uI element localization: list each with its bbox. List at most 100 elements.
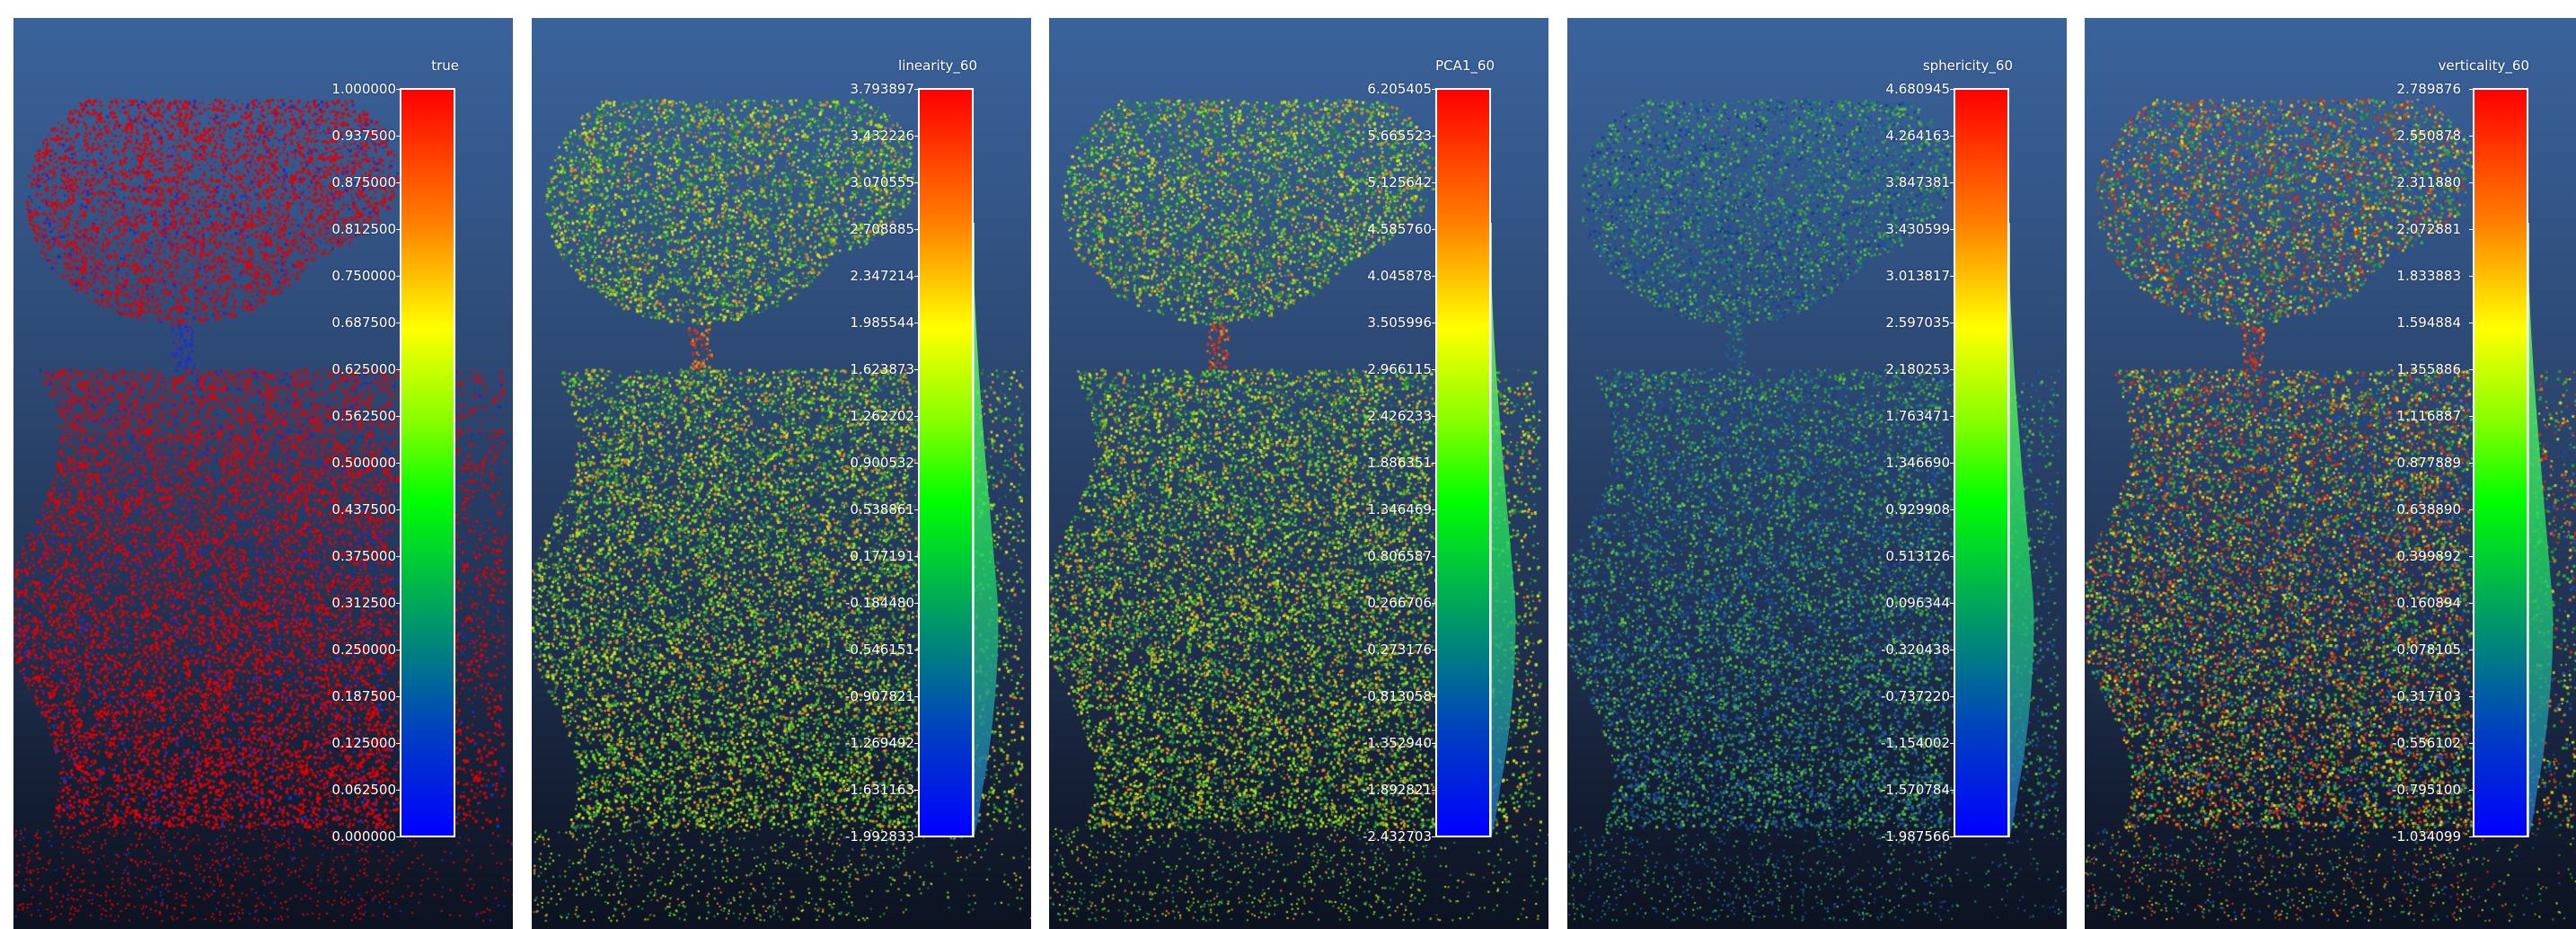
scale-tick-label: 0.929908 bbox=[1885, 502, 1950, 517]
color-scale-bar bbox=[1435, 88, 1491, 837]
histogram-overlay bbox=[2528, 88, 2564, 837]
scale-tick-mark bbox=[2469, 603, 2474, 604]
scale-tick-label: -0.317103 bbox=[2392, 689, 2461, 703]
scale-tick-mark bbox=[1950, 696, 1954, 697]
scale-tick-label: 2.347214 bbox=[850, 269, 914, 283]
scale-tick-label: -1.034099 bbox=[2392, 829, 2461, 844]
scale-tick-label: 3.432226 bbox=[850, 128, 914, 143]
scale-tick-mark bbox=[914, 790, 919, 791]
scale-tick-label: -0.273176 bbox=[1363, 642, 1432, 657]
scale-tick-mark bbox=[1950, 416, 1954, 417]
scale-tick-label: 2.311880 bbox=[2396, 175, 2461, 190]
scale-tick-label: 2.180253 bbox=[1885, 362, 1950, 376]
scale-tick-label: -1.987566 bbox=[1881, 829, 1950, 844]
scale-tick-mark bbox=[1950, 369, 1954, 370]
scale-tick-mark bbox=[1432, 136, 1436, 137]
scale-tick-label: 2.789876 bbox=[2396, 82, 2461, 96]
scale-tick-label: 1.833883 bbox=[2396, 269, 2461, 283]
scalar-field-title: verticality_60 bbox=[2439, 58, 2529, 74]
scale-tick-label: 0.937500 bbox=[331, 128, 396, 143]
scale-tick-mark bbox=[2469, 463, 2474, 464]
scale-tick-label: -1.631163 bbox=[845, 783, 914, 797]
scale-tick-mark bbox=[2469, 416, 2474, 417]
scale-tick-mark bbox=[2469, 89, 2474, 90]
scale-tick-label: 2.966115 bbox=[1367, 362, 1432, 376]
scale-tick-mark bbox=[1950, 89, 1954, 90]
scale-tick-label: 3.430599 bbox=[1885, 222, 1950, 236]
scale-tick-label: 0.187500 bbox=[331, 689, 396, 703]
scale-tick-mark bbox=[2469, 369, 2474, 370]
scale-tick-mark bbox=[1432, 229, 1436, 230]
scale-tick-label: 0.096344 bbox=[1885, 596, 1950, 610]
histogram-shape bbox=[974, 268, 998, 837]
scale-tick-mark bbox=[396, 416, 401, 417]
scale-tick-mark bbox=[2469, 696, 2474, 697]
scale-tick-label: 0.500000 bbox=[331, 456, 396, 470]
scale-tick-mark bbox=[396, 556, 401, 557]
scale-tick-label: 3.070555 bbox=[850, 175, 914, 190]
scale-tick-label: 0.875000 bbox=[331, 175, 396, 190]
scale-tick-label: 3.505996 bbox=[1367, 315, 1432, 330]
scale-tick-label: 0.538861 bbox=[850, 502, 914, 517]
scale-tick-mark bbox=[914, 89, 919, 90]
scale-tick-label: 0.160894 bbox=[2396, 596, 2461, 610]
histogram-shape bbox=[2009, 268, 2033, 837]
color-scale-bar bbox=[400, 88, 455, 837]
viewport-panel-linearity[interactable]: linearity_60 3.793897 3.432226 3.070555 2.7… bbox=[532, 18, 1031, 929]
scale-tick-label: 0.806587 bbox=[1367, 549, 1432, 563]
histogram-shape bbox=[1491, 268, 1515, 837]
scale-tick-mark bbox=[396, 276, 401, 277]
color-scale-bar bbox=[918, 88, 974, 837]
scale-tick-label: 3.793897 bbox=[850, 82, 914, 96]
histogram-shape bbox=[2528, 268, 2553, 837]
scale-tick-mark bbox=[1432, 463, 1436, 464]
scale-tick-mark bbox=[1432, 556, 1436, 557]
scale-tick-mark bbox=[1432, 603, 1436, 604]
scale-tick-mark bbox=[1432, 836, 1436, 837]
scale-tick-mark bbox=[396, 463, 401, 464]
viewport-panel-true[interactable]: true 1.000000 0.937500 0.875000 0.812500 0.7… bbox=[13, 18, 513, 929]
scale-tick-label: 4.680945 bbox=[1885, 82, 1950, 96]
viewport-panel-verticality[interactable]: verticality_60 2.789876 2.550878 2.311880 2… bbox=[2085, 18, 2576, 929]
viewport-panel-pca1[interactable]: PCA1_60 6.205405 5.665523 5.125642 4.585760… bbox=[1049, 18, 1548, 929]
scale-tick-mark bbox=[396, 696, 401, 697]
scale-tick-mark bbox=[914, 603, 919, 604]
scale-tick-label: 2.550878 bbox=[2396, 128, 2461, 143]
scale-tick-mark bbox=[914, 743, 919, 744]
scale-tick-mark bbox=[2469, 136, 2474, 137]
scale-tick-mark bbox=[1950, 743, 1954, 744]
scale-tick-label: 2.426233 bbox=[1367, 409, 1432, 423]
scale-tick-mark bbox=[2469, 790, 2474, 791]
scale-tick-mark bbox=[1950, 556, 1954, 557]
scale-tick-mark bbox=[1950, 509, 1954, 510]
viewport-panel-sphericity[interactable]: sphericity_60 4.680945 4.264163 3.847381 3.… bbox=[1567, 18, 2067, 929]
scale-tick-mark bbox=[1432, 182, 1436, 183]
scale-tick-mark bbox=[2469, 182, 2474, 183]
scale-tick-label: -0.737220 bbox=[1881, 689, 1950, 703]
scale-tick-mark bbox=[396, 509, 401, 510]
scale-tick-label: 1.346690 bbox=[1885, 456, 1950, 470]
scale-tick-label: 1.763471 bbox=[1885, 409, 1950, 423]
scale-tick-label: 0.625000 bbox=[331, 362, 396, 376]
scale-tick-label: 0.375000 bbox=[331, 549, 396, 563]
scalar-field-title: linearity_60 bbox=[898, 58, 977, 74]
scale-tick-mark bbox=[1950, 229, 1954, 230]
scale-tick-mark bbox=[914, 556, 919, 557]
scale-tick-mark bbox=[1432, 369, 1436, 370]
scale-tick-label: -0.907821 bbox=[845, 689, 914, 703]
scale-tick-mark bbox=[1432, 89, 1436, 90]
scale-tick-mark bbox=[2469, 509, 2474, 510]
scale-tick-label: 1.886351 bbox=[1367, 456, 1432, 470]
scale-tick-mark bbox=[1950, 603, 1954, 604]
scale-tick-mark bbox=[914, 463, 919, 464]
scale-tick-label: -0.320438 bbox=[1881, 642, 1950, 657]
scale-tick-mark bbox=[396, 89, 401, 90]
scale-tick-label: -1.992833 bbox=[845, 829, 914, 844]
color-scale-bar bbox=[1954, 88, 2009, 837]
scale-tick-label: 0.812500 bbox=[331, 222, 396, 236]
scale-tick-label: -1.154002 bbox=[1881, 736, 1950, 750]
scale-tick-mark bbox=[1950, 790, 1954, 791]
scale-tick-label: 1.346469 bbox=[1367, 502, 1432, 517]
scale-tick-label: 0.687500 bbox=[331, 315, 396, 330]
scale-tick-mark bbox=[396, 182, 401, 183]
